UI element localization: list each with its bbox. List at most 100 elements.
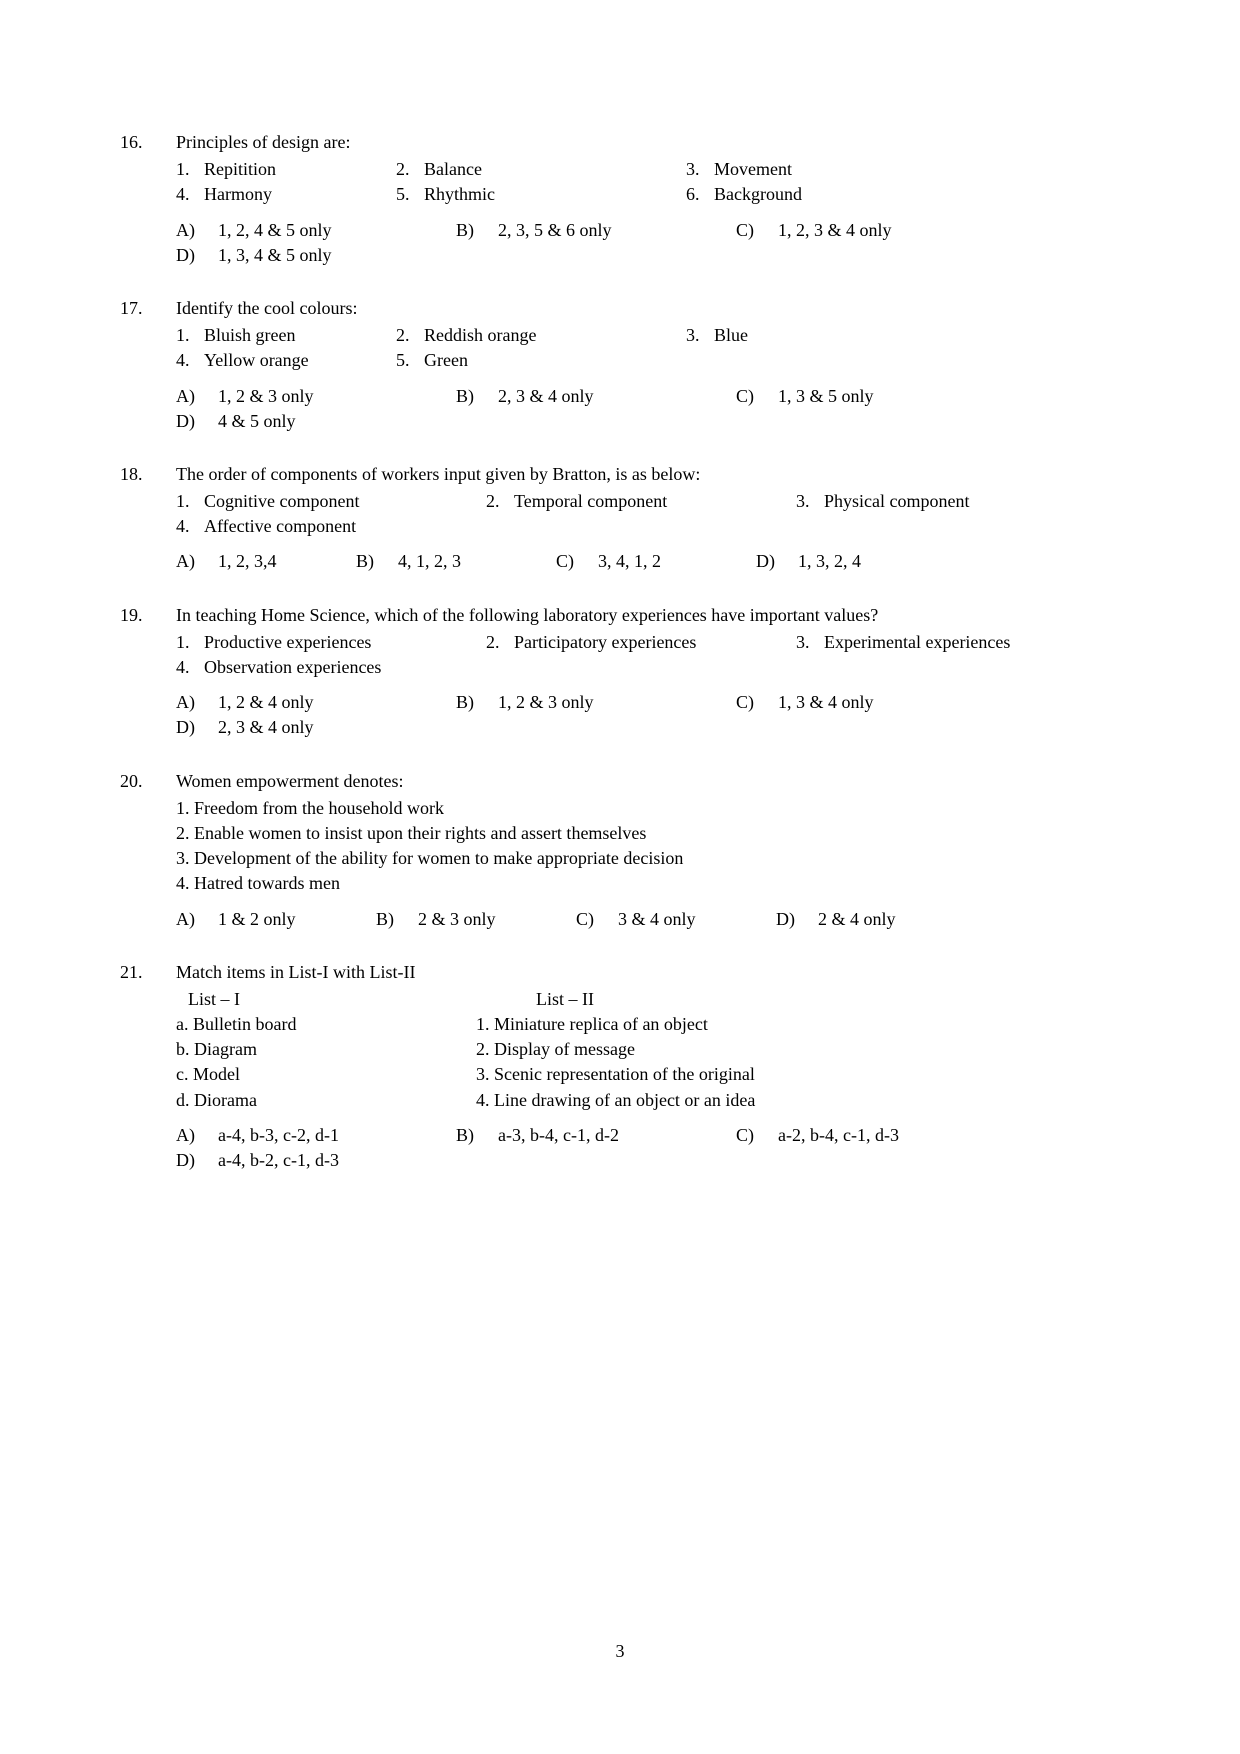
answer-label: B)	[356, 549, 398, 574]
answer-label: A)	[176, 1123, 218, 1148]
answer-text: a-4, b-3, c-2, d-1	[218, 1123, 456, 1148]
page-number: 3	[0, 1639, 1240, 1664]
question-18: 18. The order of components of workers i…	[120, 462, 1120, 575]
answer-text: 1, 2 & 3 only	[498, 690, 736, 715]
item-num: 1.	[176, 630, 204, 655]
answer-text: 1, 2, 3 & 4 only	[778, 218, 1016, 243]
answer-label: A)	[176, 218, 218, 243]
question-17: 17. Identify the cool colours: 1.Bluish …	[120, 296, 1120, 434]
answer-label: A)	[176, 690, 218, 715]
answer-label: B)	[456, 384, 498, 409]
question-stem: Identify the cool colours:	[176, 296, 1120, 321]
answer-label: D)	[756, 549, 798, 574]
list1-header: List – I	[188, 987, 476, 1012]
item-text: Blue	[714, 323, 906, 348]
item-text: Affective component	[204, 514, 486, 539]
item-text: Harmony	[204, 182, 396, 207]
item-num: 6.	[686, 182, 714, 207]
question-stem: The order of components of workers input…	[176, 462, 1120, 487]
item-text: Rhythmic	[424, 182, 686, 207]
question-21: 21. Match items in List-I with List-II L…	[120, 960, 1120, 1174]
item-text: Reddish orange	[424, 323, 686, 348]
answer-label: C)	[576, 907, 618, 932]
question-19: 19. In teaching Home Science, which of t…	[120, 603, 1120, 741]
answer-label: B)	[456, 1123, 498, 1148]
answer-label: B)	[456, 690, 498, 715]
question-20: 20. Women empowerment denotes: 1. Freedo…	[120, 769, 1120, 932]
answer-label: C)	[736, 1123, 778, 1148]
item-num: 2.	[486, 489, 514, 514]
item-num: 4.	[176, 514, 204, 539]
answer-text: 2, 3, 5 & 6 only	[498, 218, 736, 243]
list2-item: 1. Miniature replica of an object	[476, 1012, 1120, 1037]
answer-label: D)	[176, 715, 218, 740]
question-16: 16. Principles of design are: 1.Repititi…	[120, 130, 1120, 268]
answer-text: 2 & 4 only	[818, 907, 976, 932]
answer-label: D)	[176, 243, 218, 268]
answer-text: 3, 4, 1, 2	[598, 549, 756, 574]
question-number: 19.	[120, 603, 176, 628]
item-num: 4.	[176, 182, 204, 207]
answer-text: 1, 2 & 4 only	[218, 690, 456, 715]
answer-text: 1, 3, 2, 4	[798, 549, 936, 574]
item-text: Cognitive component	[204, 489, 486, 514]
answer-label: B)	[376, 907, 418, 932]
item-text: Repitition	[204, 157, 396, 182]
item-num: 3.	[796, 630, 824, 655]
answer-text: 4, 1, 2, 3	[398, 549, 556, 574]
item-num: 5.	[396, 182, 424, 207]
item-text: Green	[424, 348, 686, 373]
answer-label: B)	[456, 218, 498, 243]
answer-text: 2, 3 & 4 only	[218, 715, 456, 740]
answer-text: 1 & 2 only	[218, 907, 376, 932]
question-number: 20.	[120, 769, 176, 794]
question-stem: Women empowerment denotes:	[176, 769, 1120, 794]
list1-item: d. Diorama	[176, 1088, 476, 1113]
answer-label: C)	[736, 384, 778, 409]
list1-item: c. Model	[176, 1062, 476, 1087]
item-num: 3.	[686, 157, 714, 182]
item-num: 5.	[396, 348, 424, 373]
list2-item: 3. Scenic representation of the original	[476, 1062, 1120, 1087]
item-num: 1.	[176, 157, 204, 182]
answer-text: 1, 3 & 5 only	[778, 384, 1016, 409]
answer-text: 1, 2, 4 & 5 only	[218, 218, 456, 243]
item-num: 2.	[396, 323, 424, 348]
answer-text: 3 & 4 only	[618, 907, 776, 932]
list1-item: b. Diagram	[176, 1037, 476, 1062]
answer-label: A)	[176, 384, 218, 409]
question-number: 21.	[120, 960, 176, 985]
answer-text: 1, 2 & 3 only	[218, 384, 456, 409]
answer-label: C)	[736, 218, 778, 243]
item-num: 3.	[686, 323, 714, 348]
answer-label: D)	[176, 409, 218, 434]
answer-text: a-2, b-4, c-1, d-3	[778, 1123, 1016, 1148]
item-num: 2.	[396, 157, 424, 182]
item-num: 2.	[486, 630, 514, 655]
statement-line: 1. Freedom from the household work	[176, 796, 1120, 821]
item-text: Experimental experiences	[824, 630, 1106, 655]
statement-line: 3. Development of the ability for women …	[176, 846, 1120, 871]
list1-item: a. Bulletin board	[176, 1012, 476, 1037]
item-num: 1.	[176, 489, 204, 514]
answer-text: 4 & 5 only	[218, 409, 456, 434]
item-text: Bluish green	[204, 323, 396, 348]
answer-text: a-3, b-4, c-1, d-2	[498, 1123, 736, 1148]
item-num: 4.	[176, 655, 204, 680]
item-text: Movement	[714, 157, 906, 182]
answer-label: A)	[176, 907, 218, 932]
answer-label: C)	[556, 549, 598, 574]
question-number: 17.	[120, 296, 176, 321]
item-text: Yellow orange	[204, 348, 396, 373]
answer-label: D)	[776, 907, 818, 932]
statement-line: 2. Enable women to insist upon their rig…	[176, 821, 1120, 846]
item-text: Participatory experiences	[514, 630, 796, 655]
answer-text: a-4, b-2, c-1, d-3	[218, 1148, 456, 1173]
answer-label: A)	[176, 549, 218, 574]
question-number: 16.	[120, 130, 176, 155]
question-stem: Match items in List-I with List-II	[176, 960, 1120, 985]
question-stem: In teaching Home Science, which of the f…	[176, 603, 1120, 628]
answer-text: 2, 3 & 4 only	[498, 384, 736, 409]
item-text: Balance	[424, 157, 686, 182]
statement-line: 4. Hatred towards men	[176, 871, 1120, 896]
